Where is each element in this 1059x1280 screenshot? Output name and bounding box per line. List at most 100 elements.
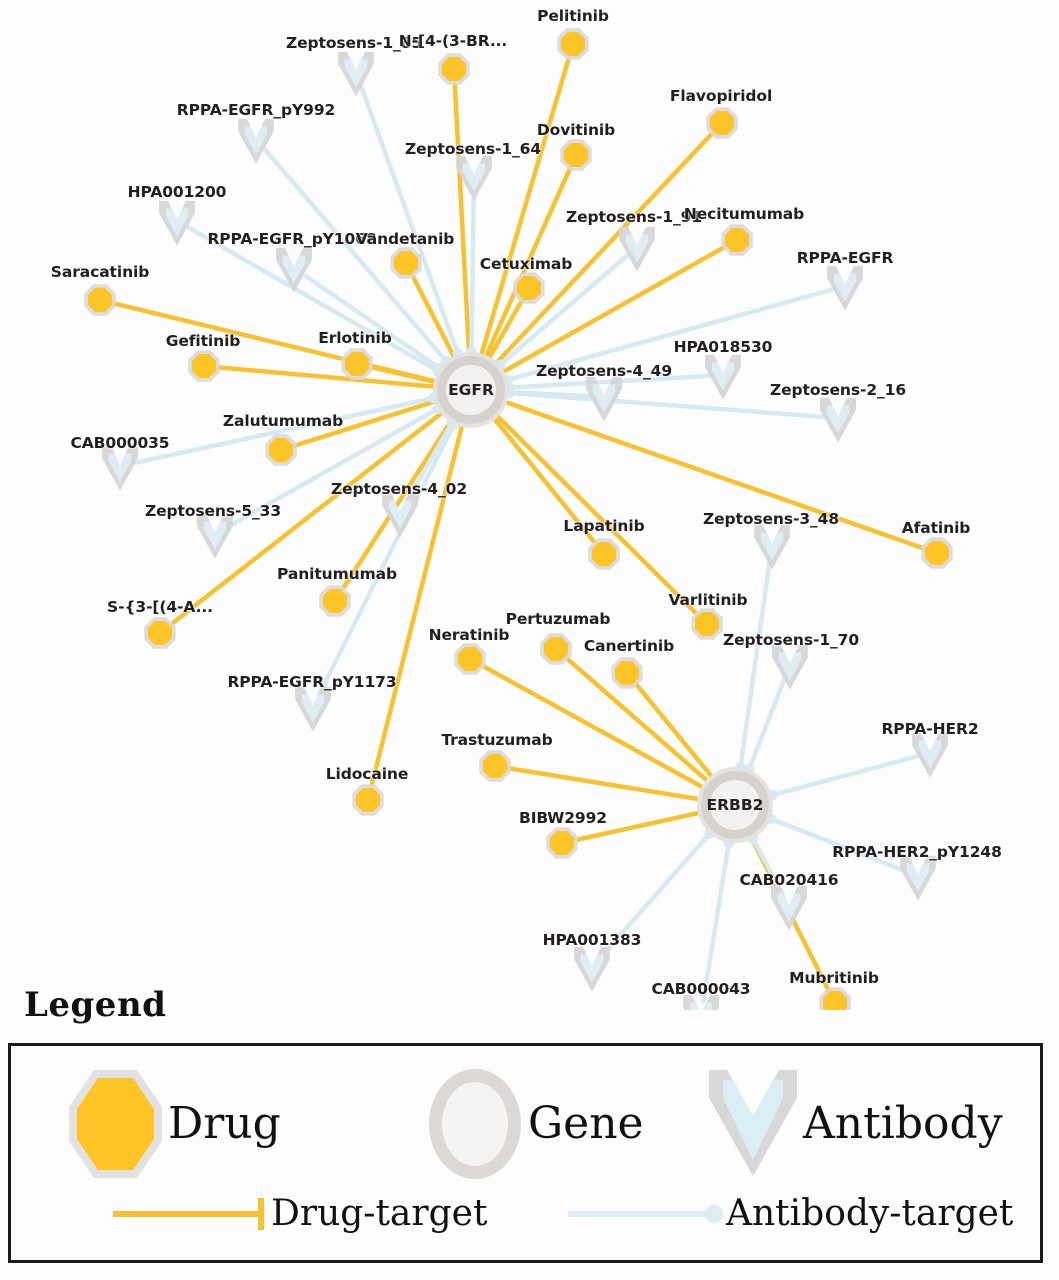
- antibody-node[interactable]: [820, 397, 856, 443]
- gene-node-egfr[interactable]: [433, 352, 509, 428]
- antibody-fill: [777, 893, 801, 922]
- antibody-node[interactable]: [754, 524, 790, 570]
- drug-node[interactable]: [513, 272, 545, 304]
- antibody-label: Zeptosens-1_64: [404, 140, 542, 158]
- antibody-node[interactable]: [574, 946, 610, 992]
- antibody-node[interactable]: [586, 376, 622, 422]
- drug-node[interactable]: [819, 987, 851, 1010]
- antibody-target-edge: [749, 834, 785, 896]
- antibody-fill: [244, 126, 268, 155]
- drug-node[interactable]: [84, 284, 116, 316]
- legend: Legend Drug Gene: [0, 985, 1059, 1280]
- drug-label: N-[4-(3-BR...: [398, 32, 508, 50]
- antibody-label: Zeptosens-1_85: [285, 34, 423, 52]
- drug-node[interactable]: [691, 608, 723, 640]
- antibody-label: RPPA-EGFR_pY1173: [227, 673, 397, 691]
- drug-node[interactable]: [319, 585, 351, 617]
- network-graph[interactable]: Zeptosens-1_85 RPPA-EGFR_pY992 Zeptosens-1…: [0, 0, 1059, 1010]
- antibody-fill: [833, 273, 857, 302]
- antibody-label: HPA001383: [542, 931, 642, 949]
- antibody-target-edge: [404, 418, 456, 504]
- drug-node[interactable]: [390, 247, 422, 279]
- drug-node[interactable]: [588, 538, 620, 570]
- legend-title: Legend: [24, 985, 167, 1025]
- antibody-target-edge: [503, 287, 834, 383]
- drug-node[interactable]: [265, 434, 297, 466]
- drug-label: Neratinib: [428, 626, 510, 644]
- drug-node[interactable]: [546, 827, 578, 859]
- antibody-target-edge: [504, 373, 712, 391]
- antibody-label: RPPA-EGFR_pY992: [176, 101, 336, 119]
- antibody-node[interactable]: [705, 354, 741, 400]
- drug-node[interactable]: [479, 750, 511, 782]
- nodes-group[interactable]: [84, 28, 953, 1010]
- drug-target-edge: [369, 422, 465, 789]
- drug-node[interactable]: [454, 643, 486, 675]
- drug-target-edge: [215, 365, 438, 390]
- antibody-node[interactable]: [338, 51, 374, 97]
- ring-icon: [429, 1069, 521, 1179]
- drug-label: Lapatinib: [563, 517, 645, 535]
- antibody-fill: [826, 405, 850, 434]
- dot-line-icon: [568, 1205, 723, 1223]
- graph-canvas[interactable]: [0, 0, 1059, 1010]
- antibody-fill: [203, 521, 227, 550]
- drug-label: Flavopiridol: [669, 87, 773, 105]
- gene-label: EGFR: [448, 381, 494, 399]
- drug-fill: [393, 250, 419, 276]
- antibody-label: Zeptosens-5_33: [144, 502, 282, 520]
- drug-fill: [191, 353, 217, 379]
- drug-fill: [147, 620, 173, 646]
- gene-core: [446, 365, 496, 415]
- antibody-fill: [165, 208, 189, 237]
- drug-node[interactable]: [540, 633, 572, 665]
- drug-fill: [543, 636, 569, 662]
- antibody-node[interactable]: [197, 513, 233, 559]
- antibody-node[interactable]: [912, 732, 948, 778]
- drug-label: Panitumumab: [277, 565, 397, 583]
- drug-target-edge: [292, 398, 439, 449]
- drug-node[interactable]: [352, 784, 384, 816]
- drug-node[interactable]: [560, 139, 592, 171]
- drug-node[interactable]: [921, 537, 953, 569]
- antibody-node[interactable]: [827, 265, 863, 311]
- drug-label: Dovitinib: [536, 121, 616, 139]
- legend-item-gene: Gene: [423, 1064, 644, 1184]
- antibody-node[interactable]: [295, 686, 331, 732]
- antibody-node[interactable]: [238, 118, 274, 164]
- drug-node[interactable]: [706, 107, 738, 139]
- drug-fill: [482, 753, 508, 779]
- drug-node[interactable]: [188, 350, 220, 382]
- drug-node[interactable]: [611, 657, 643, 689]
- antibody-fill: [388, 500, 412, 529]
- drug-target-edge: [493, 130, 715, 367]
- drug-node[interactable]: [438, 53, 470, 85]
- antibody-node[interactable]: [772, 644, 808, 690]
- antibody-node[interactable]: [683, 994, 719, 1010]
- antibody-label: Zeptosens-1_70: [722, 631, 860, 649]
- drug-fill: [344, 351, 370, 377]
- antibody-node[interactable]: [456, 155, 492, 201]
- antibody-label: RPPA-EGFR: [796, 249, 894, 267]
- drug-node[interactable]: [557, 28, 589, 60]
- antibody-node[interactable]: [159, 200, 195, 246]
- gene-node-erbb2[interactable]: [697, 767, 773, 843]
- antibody-node[interactable]: [619, 226, 655, 272]
- drug-node[interactable]: [144, 617, 176, 649]
- drug-fill: [724, 227, 750, 253]
- drug-label: Cetuximab: [479, 255, 573, 273]
- drug-target-edge: [480, 663, 706, 790]
- antibody-target-edge: [469, 187, 477, 357]
- drug-node[interactable]: [341, 348, 373, 380]
- antibody-node[interactable]: [771, 885, 807, 931]
- drug-label: Zalutumumab: [222, 412, 344, 430]
- antibody-node[interactable]: [102, 445, 138, 491]
- drug-fill: [457, 646, 483, 672]
- drug-target-edge: [633, 681, 715, 780]
- antibody-node[interactable]: [900, 855, 936, 901]
- drug-node[interactable]: [721, 224, 753, 256]
- antibody-node[interactable]: [382, 492, 418, 538]
- antibody-target-edge: [767, 754, 919, 798]
- antibody-node[interactable]: [276, 247, 312, 293]
